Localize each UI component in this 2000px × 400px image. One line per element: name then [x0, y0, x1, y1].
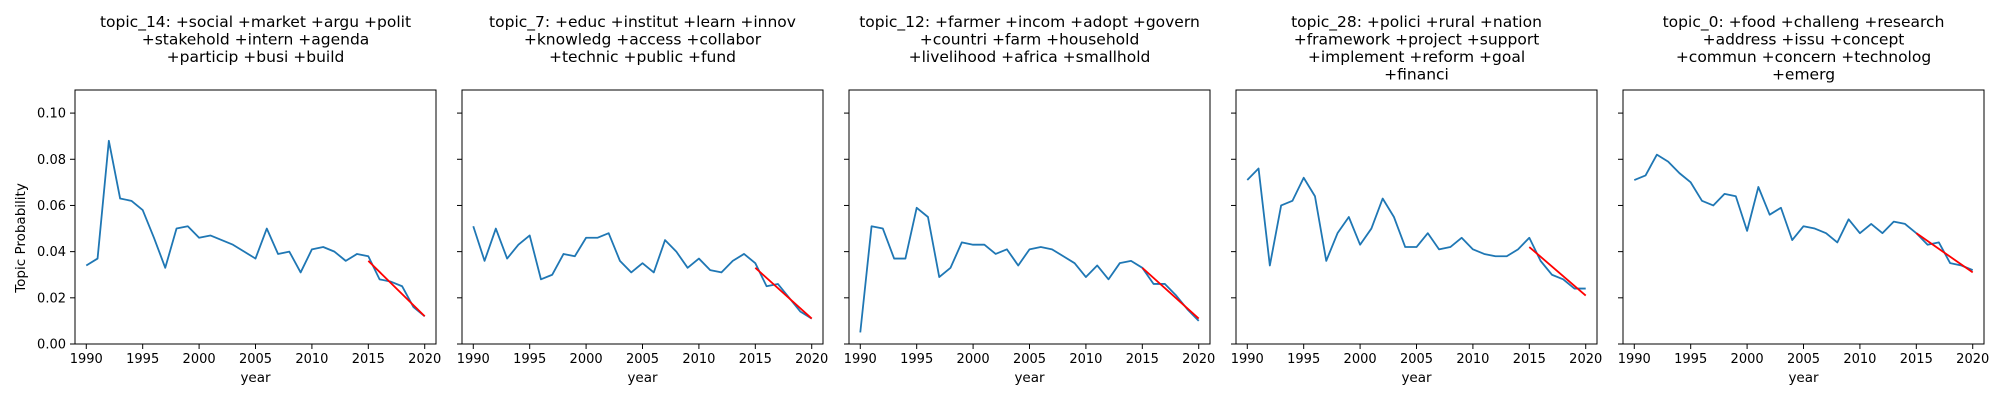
panel-4: topic_28: +polici +rural +nation+framewo… — [1231, 13, 1603, 386]
panel-title-line: +framework +project +support — [1294, 31, 1540, 49]
x-tick-label: 2000 — [1344, 352, 1377, 367]
plot-frame — [461, 89, 824, 345]
x-tick-label: 2005 — [1013, 352, 1046, 367]
trend-line — [367, 260, 426, 317]
panel-title-line: topic_28: +polici +rural +nation — [1291, 13, 1542, 32]
trend-line — [754, 267, 813, 320]
x-tick-label: 2020 — [1182, 352, 1215, 367]
x-tick-label: 2005 — [1400, 352, 1433, 367]
x-tick-label: 2010 — [295, 352, 328, 367]
panel-title-line: +countri +farm +household — [920, 31, 1140, 49]
x-tick-label: 1995 — [126, 352, 159, 367]
panel-title-line: +technic +public +fund — [549, 48, 736, 66]
panel-title-line: +livelihood +africa +smallhold — [909, 48, 1151, 66]
plot-frame — [1622, 89, 1985, 345]
x-tick-label: 2000 — [570, 352, 603, 367]
panel-3: topic_12: +farmer +incom +adopt +govern+… — [844, 13, 1216, 386]
x-axis-label: year — [627, 370, 658, 386]
panel-title-line: +particip +busi +build — [167, 48, 345, 66]
panel-2: topic_7: +educ +institut +learn +innov+k… — [457, 13, 829, 386]
x-tick-label: 1990 — [844, 352, 877, 367]
x-tick-label: 1990 — [1618, 352, 1651, 367]
x-tick-label: 1995 — [513, 352, 546, 367]
panel-title-line: +knowledg +access +collabor — [524, 31, 762, 49]
x-tick-label: 2010 — [1069, 352, 1102, 367]
y-tick-label: 0.10 — [37, 107, 66, 122]
trend-line — [1141, 267, 1200, 320]
panel-title-line: topic_7: +educ +institut +learn +innov — [489, 13, 796, 32]
panel-title-line: +commun +concern +technolog — [1676, 48, 1931, 66]
x-tick-label: 2015 — [352, 352, 385, 367]
x-tick-label: 2005 — [239, 352, 272, 367]
plot-frame — [848, 89, 1211, 345]
x-tick-label: 1995 — [1674, 352, 1707, 367]
x-tick-label: 2020 — [1569, 352, 1602, 367]
series-line — [859, 206, 1200, 333]
y-tick-label: 0.06 — [37, 199, 66, 214]
x-tick-label: 2000 — [957, 352, 990, 367]
y-tick-label: 0.04 — [37, 245, 66, 260]
panel-1: topic_14: +social +market +argu +polit+s… — [37, 13, 441, 386]
x-tick-label: 2010 — [682, 352, 715, 367]
x-tick-label: 2015 — [1900, 352, 1933, 367]
panel-title-line: +address +issu +concept — [1703, 31, 1905, 49]
x-tick-label: 1990 — [1231, 352, 1264, 367]
y-axis-label: Topic Probability — [13, 183, 29, 294]
x-tick-label: 1995 — [900, 352, 933, 367]
x-tick-label: 2020 — [795, 352, 828, 367]
trend-line — [1528, 246, 1587, 297]
x-tick-label: 2005 — [626, 352, 659, 367]
x-tick-label: 1990 — [457, 352, 490, 367]
x-tick-label: 2015 — [739, 352, 772, 367]
x-tick-label: 1995 — [1287, 352, 1320, 367]
x-axis-label: year — [1788, 370, 1819, 386]
series-line — [85, 139, 426, 317]
plot-frame — [1235, 89, 1598, 345]
x-tick-label: 1990 — [70, 352, 103, 367]
y-tick-label: 0.02 — [37, 291, 66, 306]
x-tick-label: 2020 — [408, 352, 441, 367]
series-line — [1246, 167, 1586, 290]
x-tick-label: 2000 — [1731, 352, 1764, 367]
x-tick-label: 2010 — [1843, 352, 1876, 367]
panel-title-line: topic_0: +food +challeng +research — [1663, 13, 1945, 32]
y-tick-label: 0.08 — [37, 153, 66, 168]
trend-line — [1915, 232, 1974, 274]
panel-title-line: +stakehold +intern +agenda — [142, 31, 370, 49]
x-tick-label: 2020 — [1956, 352, 1989, 367]
panel-title-line: topic_12: +farmer +incom +adopt +govern — [859, 13, 1200, 32]
panel-title-line: +implement +reform +goal — [1308, 48, 1525, 66]
series-line — [472, 225, 813, 320]
x-axis-label: year — [1014, 370, 1045, 386]
plot-frame — [74, 89, 437, 345]
panel-5: topic_0: +food +challeng +research+addre… — [1618, 13, 1990, 386]
x-tick-label: 2005 — [1787, 352, 1820, 367]
x-tick-label: 2010 — [1456, 352, 1489, 367]
panel-title-line: +financi — [1384, 66, 1449, 84]
x-tick-label: 2000 — [183, 352, 216, 367]
series-line — [1633, 153, 1974, 271]
panels: topic_14: +social +market +argu +polit+s… — [37, 13, 1989, 386]
panel-title-line: +emerg — [1772, 66, 1835, 84]
x-tick-label: 2015 — [1126, 352, 1159, 367]
x-tick-label: 2015 — [1513, 352, 1546, 367]
panel-title-line: topic_14: +social +market +argu +polit — [100, 13, 411, 32]
x-axis-label: year — [1401, 370, 1432, 386]
x-axis-label: year — [240, 370, 271, 386]
y-tick-label: 0.00 — [37, 338, 66, 353]
